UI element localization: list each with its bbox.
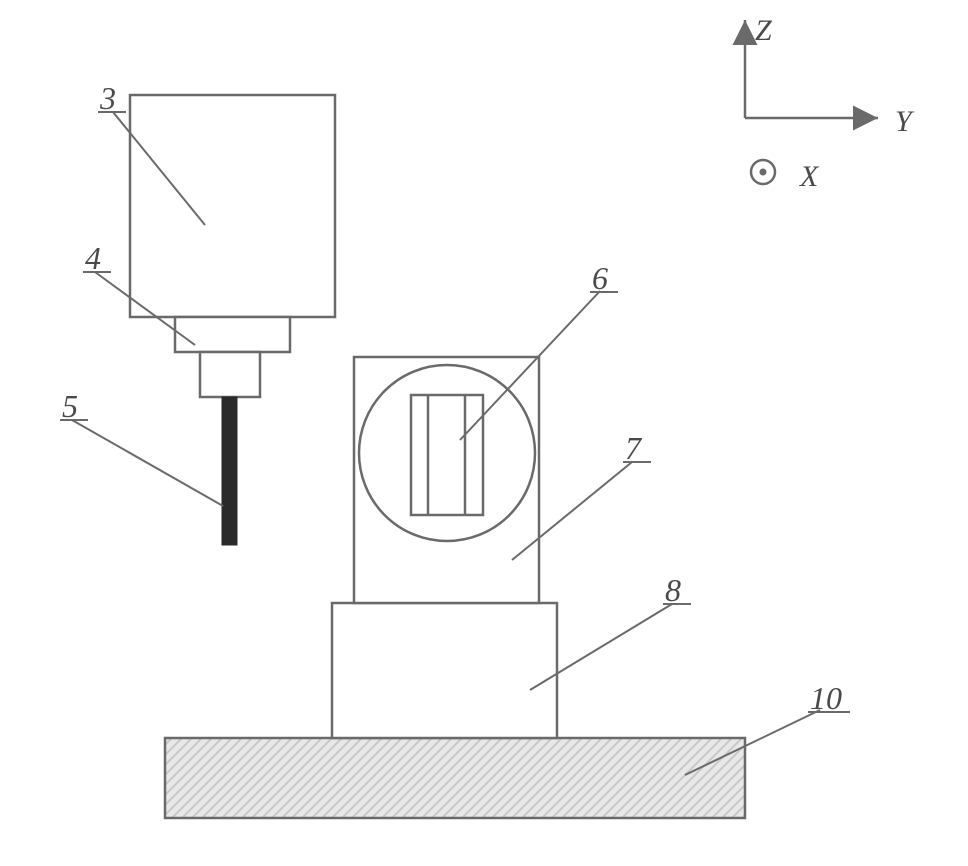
axis-label-y: Y (895, 105, 912, 139)
label-3: 3 (100, 80, 116, 117)
label-8: 8 (665, 572, 681, 609)
label-4: 4 (85, 240, 101, 277)
axis-label-z: Z (755, 14, 772, 48)
diagram-svg (0, 0, 968, 866)
label-6: 6 (592, 260, 608, 297)
label-7: 7 (625, 430, 641, 467)
engineering-diagram (0, 0, 968, 866)
axis-label-x: X (800, 160, 818, 194)
label-10: 10 (810, 680, 842, 717)
label-5: 5 (62, 388, 78, 425)
